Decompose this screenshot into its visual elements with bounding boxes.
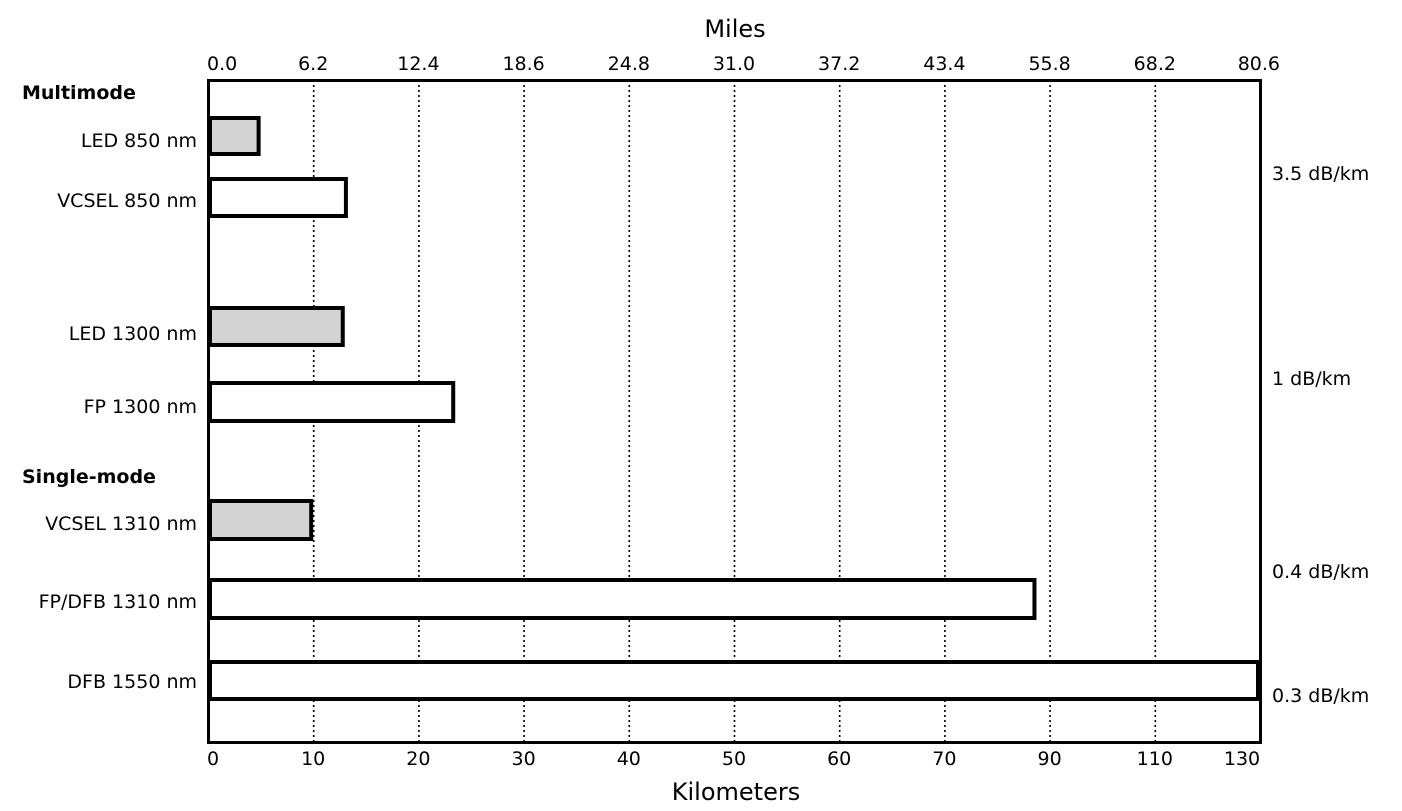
- bar: [208, 177, 348, 218]
- bottom-tick-label: 70: [932, 748, 956, 770]
- bars: [208, 116, 1260, 701]
- bottom-tick-label: 30: [512, 748, 536, 770]
- top-tick-label: 68.2: [1134, 53, 1176, 75]
- bottom-tick-label: 40: [617, 748, 641, 770]
- top-tick-label: 24.8: [608, 53, 650, 75]
- bar: [208, 578, 1037, 620]
- attenuation-label: 0.4 dB/km: [1272, 561, 1369, 583]
- top-tick-label: 0.0: [207, 53, 237, 75]
- bottom-tick-label: 20: [406, 748, 430, 770]
- top-tick-label: 31.0: [713, 53, 755, 75]
- plot-area-frame: [207, 79, 1262, 744]
- group-label: Single-mode: [22, 466, 156, 488]
- bottom-axis-ticks: 0 10 20 30 40 50 60 70 90 110 130: [207, 748, 1260, 770]
- bar: [208, 660, 1260, 701]
- bottom-tick-label: 60: [827, 748, 851, 770]
- category-label: DFB 1550 nm: [67, 671, 197, 693]
- attenuation-label: 0.3 dB/km: [1272, 685, 1369, 707]
- bottom-tick-label: 50: [722, 748, 746, 770]
- category-labels: LED 850 nm VCSEL 850 nm LED 1300 nm FP 1300…: [39, 130, 197, 693]
- top-tick-label: 6.2: [298, 53, 328, 75]
- top-tick-label: 18.6: [502, 53, 544, 75]
- group-labels: Multimode Single-mode: [22, 82, 156, 488]
- attenuation-label: 1 dB/km: [1272, 368, 1351, 390]
- bottom-axis-title: Kilometers: [672, 778, 800, 806]
- bar: [208, 499, 314, 541]
- category-label: LED 850 nm: [81, 130, 197, 152]
- bar: [208, 116, 261, 156]
- category-label: VCSEL 1310 nm: [45, 513, 197, 535]
- top-axis-title: Miles: [704, 15, 765, 43]
- category-label: VCSEL 850 nm: [57, 190, 197, 212]
- attenuation-label: 3.5 dB/km: [1272, 163, 1369, 185]
- grid-lines: [312, 80, 1157, 742]
- bottom-tick-label: 0: [207, 748, 219, 770]
- category-label: FP/DFB 1310 nm: [39, 591, 197, 613]
- top-tick-label: 12.4: [397, 53, 439, 75]
- bottom-tick-label: 90: [1038, 748, 1062, 770]
- top-tick-label: 43.4: [923, 53, 965, 75]
- bottom-tick-label: 110: [1137, 748, 1173, 770]
- bottom-tick-label: 10: [301, 748, 325, 770]
- bar: [208, 306, 345, 347]
- top-tick-label: 55.8: [1028, 53, 1070, 75]
- bar: [208, 381, 456, 423]
- attenuation-labels: 3.5 dB/km 1 dB/km 0.4 dB/km 0.3 dB/km: [1272, 163, 1369, 707]
- group-label: Multimode: [22, 82, 136, 104]
- top-tick-label: 80.6: [1238, 53, 1280, 75]
- top-tick-label: 37.2: [818, 53, 860, 75]
- top-axis-ticks: 0.0 6.2 12.4 18.6 24.8 31.0 37.2 43.4 55.8 68.2 80…: [207, 53, 1280, 75]
- category-label: LED 1300 nm: [69, 323, 197, 345]
- bottom-tick-label: 130: [1224, 748, 1260, 770]
- category-label: FP 1300 nm: [84, 396, 197, 418]
